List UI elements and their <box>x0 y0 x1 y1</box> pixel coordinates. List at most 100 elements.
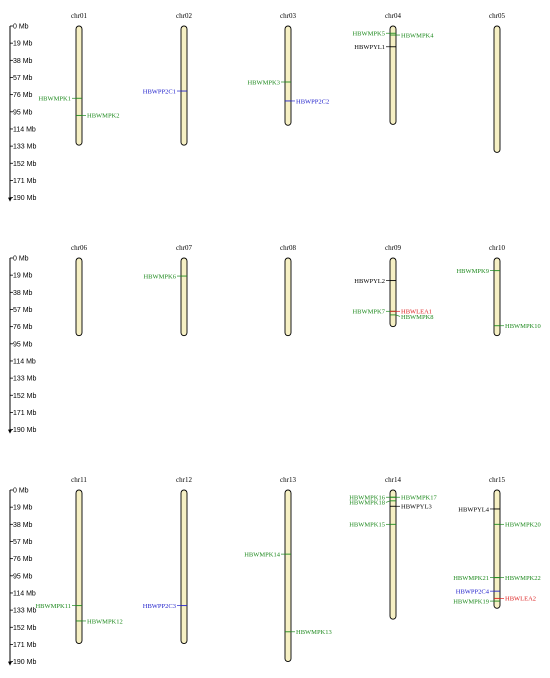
gene-marker: HBWMPK10 <box>494 323 541 330</box>
chromosome-title: chr10 <box>489 244 505 252</box>
gene-label: HBWMPK15 <box>349 522 385 529</box>
scale-axis: 0 Mb 19 Mb 38 Mb 57 Mb 76 Mb 95 Mb 114 Mb 133 M… <box>8 24 36 202</box>
gene-marker: HBWPP2C3 <box>143 603 187 610</box>
gene-marker: HBWLEA1 <box>390 309 432 316</box>
axis-tick-label: 190 Mb <box>13 427 36 434</box>
axis-tick-label: 57 Mb <box>13 75 33 82</box>
chromosome-title: chr09 <box>385 244 401 252</box>
chromosome-title: chr03 <box>280 12 296 20</box>
chromosome-title: chr13 <box>280 476 296 484</box>
panel-3: 0 Mb 19 Mb 38 Mb 57 Mb 76 Mb 95 Mb 114 Mb 133 M… <box>8 476 541 666</box>
axis-tick-label: 133 Mb <box>13 376 36 383</box>
chromosome-chr12: chr12 HBWPP2C3 <box>143 476 192 644</box>
scale-axis: 0 Mb 19 Mb 38 Mb 57 Mb 76 Mb 95 Mb 114 Mb 133 M… <box>8 256 36 434</box>
gene-label: HBWMPK6 <box>143 273 176 280</box>
chromosome-chr13: chr13 HBWMPK14 HBWMPK13 <box>244 476 332 663</box>
gene-label: HBWLEA1 <box>401 309 432 316</box>
gene-label: HBWPYL4 <box>458 506 489 513</box>
gene-marker: HBWMPK5 <box>352 31 396 38</box>
chromosome-title: chr07 <box>176 244 192 252</box>
gene-label: HBWMPK8 <box>401 314 434 321</box>
chromosome-title: chr01 <box>71 12 87 20</box>
axis-tick-label: 19 Mb <box>13 505 33 512</box>
axis-tick-label: 152 Mb <box>13 393 36 400</box>
chromosome-title: chr06 <box>71 244 87 252</box>
gene-marker: HBWMPK8 <box>390 314 434 321</box>
axis-arrow <box>8 197 12 202</box>
gene-label: HBWMPK1 <box>38 96 71 103</box>
chromosome-title: chr12 <box>176 476 192 484</box>
axis-tick-label: 171 Mb <box>13 410 36 417</box>
gene-marker: HBWLEA2 <box>494 596 536 603</box>
gene-leader-line <box>385 500 391 503</box>
gene-marker: HBWMPK17 <box>390 495 438 502</box>
axis-tick-label: 114 Mb <box>13 126 36 133</box>
gene-marker: HBWMPK21 <box>453 575 500 582</box>
axis-tick-label: 57 Mb <box>13 539 33 546</box>
gene-marker: HBWMPK19 <box>453 598 500 605</box>
chromosome-chr01: chr01 HBWMPK1 HBWMPK2 <box>38 12 120 146</box>
chromosome-title: chr05 <box>489 12 505 20</box>
axis-tick-label: 0 Mb <box>13 256 29 263</box>
axis-tick-label: 190 Mb <box>13 195 36 202</box>
gene-label: HBWMPK19 <box>453 598 489 605</box>
chromosome-bar <box>75 25 83 146</box>
gene-marker: HBWMPK2 <box>76 113 120 120</box>
gene-label: HBWMPK3 <box>247 79 280 86</box>
gene-marker: HBWPYL2 <box>354 278 396 285</box>
chromosome-chr08: chr08 <box>280 244 296 337</box>
axis-tick-label: 95 Mb <box>13 341 33 348</box>
gene-label: HBWMPK7 <box>352 309 385 316</box>
axis-arrow <box>8 661 12 666</box>
axis-tick-label: 133 Mb <box>13 608 36 615</box>
gene-label: HBWPP2C4 <box>456 588 490 595</box>
chromosome-chr05: chr05 <box>489 12 505 153</box>
axis-tick-label: 95 Mb <box>13 109 33 116</box>
chromosome-bar <box>180 25 188 146</box>
chromosome-title: chr02 <box>176 12 192 20</box>
gene-marker: HBWPYL3 <box>390 504 432 511</box>
chromosome-chr15: chr15 HBWPYL4 HBWMPK21 HBWPP2C4 HBWMPK19 HBWM… <box>453 476 541 609</box>
axis-tick-label: 152 Mb <box>13 625 36 632</box>
gene-label: HBWMPK5 <box>352 31 385 38</box>
gene-label: HBWPYL1 <box>354 44 385 51</box>
gene-marker: HBWMPK20 <box>494 522 541 529</box>
gene-label: HBWMPK4 <box>401 32 434 39</box>
gene-label: HBWMPK16 <box>349 495 386 502</box>
gene-label: HBWMPK20 <box>505 522 541 529</box>
axis-tick-label: 38 Mb <box>13 290 33 297</box>
chromosome-chr04: chr04 HBWMPK5 HBWPYL1 HBWMPK4 <box>352 12 434 125</box>
gene-label: HBWMPK13 <box>296 629 332 636</box>
chromosome-bar <box>75 489 83 644</box>
gene-marker: HBWMPK13 <box>285 629 332 636</box>
gene-marker: HBWMPK7 <box>352 309 396 316</box>
gene-label: HBWMPK22 <box>505 575 541 582</box>
axis-tick-label: 76 Mb <box>13 92 33 99</box>
chromosome-bar <box>180 489 188 644</box>
gene-leader-line <box>395 314 401 317</box>
chromosome-chr10: chr10 HBWMPK9 HBWMPK10 <box>456 244 541 337</box>
gene-label: HBWLEA2 <box>505 596 536 603</box>
axis-tick-label: 190 Mb <box>13 659 36 666</box>
chromosome-chr02: chr02 HBWPP2C1 <box>143 12 192 146</box>
axis-tick-label: 38 Mb <box>13 58 33 65</box>
axis-tick-label: 171 Mb <box>13 642 36 649</box>
gene-marker: HBWMPK4 <box>390 32 434 39</box>
gene-label: HBWMPK9 <box>456 268 489 275</box>
chromosome-chr03: chr03 HBWMPK3 HBWPP2C2 <box>247 12 329 126</box>
gene-label: HBWMPK14 <box>244 551 281 558</box>
axis-tick-label: 0 Mb <box>13 488 29 495</box>
gene-marker: HBWMPK12 <box>76 618 123 625</box>
gene-marker: HBWMPK18 <box>349 500 396 507</box>
chromosome-bar <box>284 489 292 663</box>
gene-marker: HBWPYL4 <box>458 506 500 513</box>
gene-label: HBWPYL2 <box>354 278 385 285</box>
gene-marker: HBWPP2C1 <box>143 88 187 95</box>
gene-marker: HBWMPK1 <box>38 96 82 103</box>
chromosome-title: chr04 <box>385 12 401 20</box>
chromosome-bar <box>389 25 397 125</box>
panel-1: 0 Mb 19 Mb 38 Mb 57 Mb 76 Mb 95 Mb 114 Mb 133 M… <box>8 12 505 202</box>
gene-marker: HBWPYL1 <box>354 44 396 51</box>
axis-tick-label: 57 Mb <box>13 307 33 314</box>
